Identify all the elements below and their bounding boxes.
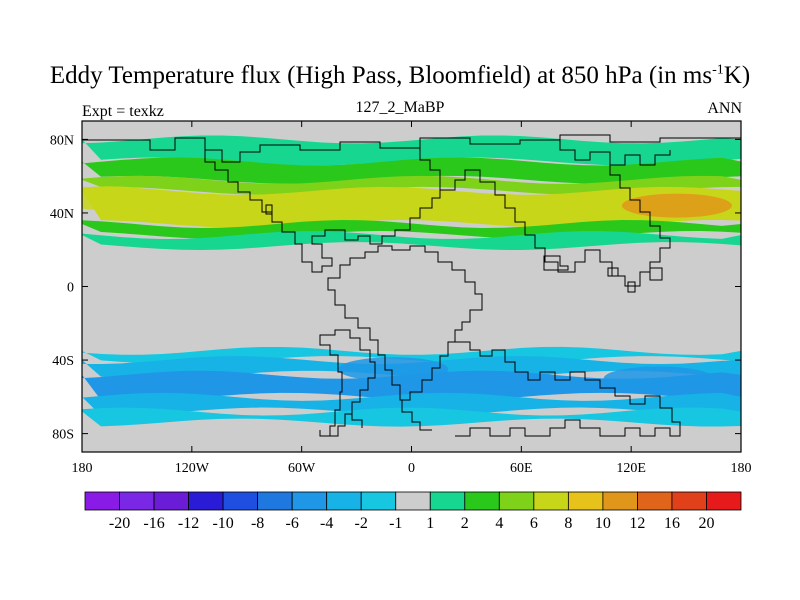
field-band-9: [82, 392, 741, 416]
colorbar-swatch: [602, 491, 638, 511]
y-tick-label: 0: [67, 281, 74, 296]
colorbar-swatch: [188, 491, 224, 511]
colorbar-swatch: [119, 491, 155, 511]
colorbar-label: 4: [495, 515, 503, 532]
season-label: ANN: [707, 100, 742, 117]
x-tick-label: 0: [408, 461, 415, 476]
field-maximum-2: [621, 193, 732, 218]
colorbar-label: 16: [664, 515, 680, 532]
colorbar-label: 6: [530, 515, 538, 532]
x-tick-label: 120E: [616, 461, 646, 476]
colorbar-swatch: [291, 491, 328, 511]
colorbar-swatch: [706, 491, 742, 511]
y-tick-label: 40S: [52, 354, 74, 369]
colorbar-swatch: [257, 491, 293, 511]
colorbar-swatch: [567, 491, 604, 511]
y-tick-label: 40N: [50, 207, 74, 222]
colorbar-label: -8: [251, 515, 264, 532]
colorbar-label: 10: [595, 515, 611, 532]
colorbar-label: -2: [355, 515, 368, 532]
field-band-2: [82, 175, 741, 195]
x-tick-label: 180: [72, 461, 93, 476]
field-maximum-0: [82, 186, 165, 211]
colorbar-label: -20: [109, 515, 130, 532]
y-tick-label: 80N: [50, 133, 74, 148]
colorbar-swatch: [84, 491, 120, 511]
x-tick-label: 180: [731, 461, 752, 476]
colorbar-label: 2: [461, 515, 469, 532]
x-tick-label: 60E: [510, 461, 533, 476]
field-band-8: [82, 370, 741, 401]
colorbar-label: -10: [212, 515, 233, 532]
chart-subtitle: 127_2_MaBP: [355, 99, 445, 116]
experiment-label: Expt = texkz: [82, 103, 164, 120]
colorbar-swatch: [429, 491, 466, 511]
y-tick-label: 80S: [52, 428, 74, 443]
coastlines: [82, 134, 741, 437]
field-band-3: [82, 186, 741, 228]
x-tick-label: 60W: [288, 461, 316, 476]
field-band-0: [82, 135, 741, 166]
colorbar-label: 1: [426, 515, 434, 532]
colorbar-label: 8: [564, 515, 572, 532]
colorbar-label: -6: [285, 515, 298, 532]
colorbar-swatch: [326, 491, 362, 511]
colorbar-swatch: [533, 491, 569, 511]
chart-title: Eddy Temperature flux (High Pass, Bloomf…: [49, 62, 751, 89]
colorbar-swatch: [153, 491, 189, 511]
colorbar-swatch: [222, 491, 259, 511]
colorbar-label: -1: [389, 515, 402, 532]
colorbar-label: -4: [320, 515, 333, 532]
field-maximum-3: [338, 357, 449, 382]
colorbar-swatch: [671, 491, 707, 511]
field-maximum-4: [603, 366, 714, 391]
x-tick-label: 120W: [175, 461, 210, 476]
colorbar-swatch: [637, 491, 673, 511]
colorbar-label: 12: [629, 515, 645, 532]
colorbar-swatch: [498, 491, 535, 511]
colorbar-swatch: [395, 491, 431, 511]
colorbar-label: -16: [143, 515, 164, 532]
field-band-1: [82, 157, 741, 184]
colorbar-swatch: [464, 491, 500, 511]
colorbar-label: 20: [698, 515, 714, 532]
field-maximum-1: [438, 193, 549, 218]
field-band-5: [82, 231, 741, 251]
colorbar-label: -12: [178, 515, 199, 532]
colorbar-swatch: [360, 491, 397, 511]
